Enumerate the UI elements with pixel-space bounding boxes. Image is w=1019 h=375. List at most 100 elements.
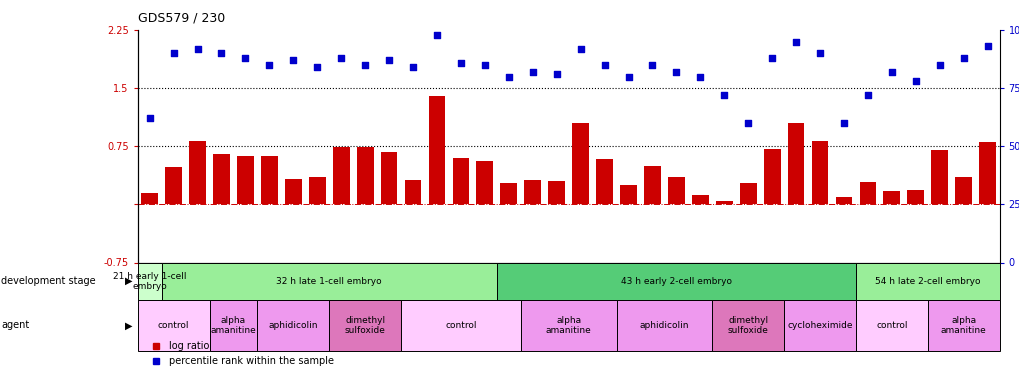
Bar: [400, 300, 521, 351]
Point: [882, 69, 899, 75]
Bar: [357, 147, 373, 204]
Bar: [811, 141, 827, 204]
Point: [692, 74, 708, 80]
Bar: [859, 182, 875, 204]
Text: 54 h late 2-cell embryo: 54 h late 2-cell embryo: [874, 277, 979, 286]
Bar: [138, 262, 161, 300]
Point: [811, 50, 827, 56]
Point: [190, 46, 206, 52]
Bar: [138, 300, 209, 351]
Bar: [691, 195, 708, 204]
Bar: [452, 158, 469, 204]
Bar: [161, 262, 496, 300]
Bar: [284, 179, 302, 204]
Point: [357, 62, 373, 68]
Text: control: control: [875, 321, 907, 330]
Point: [476, 62, 492, 68]
Point: [309, 64, 325, 70]
Bar: [476, 161, 493, 204]
Bar: [189, 141, 206, 204]
Bar: [521, 300, 615, 351]
Point: [428, 32, 444, 38]
Point: [859, 92, 875, 98]
Bar: [332, 147, 350, 204]
Bar: [428, 96, 445, 204]
Point: [930, 62, 947, 68]
Text: aphidicolin: aphidicolin: [268, 321, 318, 330]
Point: [548, 71, 565, 77]
Point: [572, 46, 588, 52]
Bar: [257, 300, 329, 351]
Bar: [787, 123, 804, 204]
Text: 43 h early 2-cell embryo: 43 h early 2-cell embryo: [621, 277, 732, 286]
Text: alpha
amanitine: alpha amanitine: [210, 316, 256, 335]
Bar: [855, 262, 999, 300]
Point: [763, 55, 780, 61]
Bar: [548, 181, 565, 204]
Point: [380, 57, 396, 63]
Point: [644, 62, 660, 68]
Bar: [524, 180, 541, 204]
Text: 21 h early 1-cell
embryo: 21 h early 1-cell embryo: [113, 272, 186, 291]
Bar: [236, 156, 254, 204]
Point: [333, 55, 350, 61]
Text: agent: agent: [1, 320, 30, 330]
Text: control: control: [158, 321, 190, 330]
Bar: [380, 152, 397, 204]
Bar: [784, 300, 855, 351]
Point: [715, 92, 732, 98]
Bar: [615, 300, 711, 351]
Bar: [405, 180, 421, 204]
Bar: [329, 300, 400, 351]
Text: dimethyl
sulfoxide: dimethyl sulfoxide: [728, 316, 768, 335]
Bar: [835, 196, 852, 204]
Point: [237, 55, 254, 61]
Bar: [213, 154, 229, 204]
Text: ▶: ▶: [125, 276, 132, 286]
Text: cycloheximide: cycloheximide: [787, 321, 852, 330]
Point: [596, 62, 612, 68]
Bar: [930, 150, 948, 204]
Point: [978, 43, 995, 49]
Text: 32 h late 1-cell embryo: 32 h late 1-cell embryo: [276, 277, 382, 286]
Bar: [142, 193, 158, 204]
Bar: [978, 142, 995, 204]
Bar: [261, 156, 277, 204]
Text: control: control: [444, 321, 476, 330]
Bar: [643, 166, 660, 204]
Bar: [309, 177, 325, 204]
Bar: [955, 177, 971, 204]
Bar: [165, 167, 181, 204]
Bar: [572, 123, 588, 204]
Point: [524, 69, 540, 75]
Text: development stage: development stage: [1, 276, 96, 286]
Bar: [907, 190, 923, 204]
Point: [787, 39, 803, 45]
Text: alpha
amanitine: alpha amanitine: [545, 316, 591, 335]
Bar: [620, 185, 636, 204]
Bar: [855, 300, 927, 351]
Bar: [927, 300, 999, 351]
Bar: [763, 148, 780, 204]
Point: [261, 62, 277, 68]
Bar: [595, 159, 612, 204]
Bar: [667, 177, 684, 204]
Point: [907, 78, 923, 84]
Text: alpha
amanitine: alpha amanitine: [940, 316, 985, 335]
Point: [165, 50, 181, 56]
Bar: [209, 300, 257, 351]
Point: [405, 64, 421, 70]
Point: [213, 50, 229, 56]
Point: [835, 120, 851, 126]
Point: [740, 120, 756, 126]
Text: ▶: ▶: [125, 320, 132, 330]
Text: GDS579 / 230: GDS579 / 230: [138, 11, 225, 24]
Point: [620, 74, 636, 80]
Point: [142, 116, 158, 122]
Point: [285, 57, 302, 63]
Bar: [882, 191, 900, 204]
Bar: [739, 183, 756, 204]
Point: [667, 69, 684, 75]
Bar: [715, 201, 732, 204]
Point: [500, 74, 517, 80]
